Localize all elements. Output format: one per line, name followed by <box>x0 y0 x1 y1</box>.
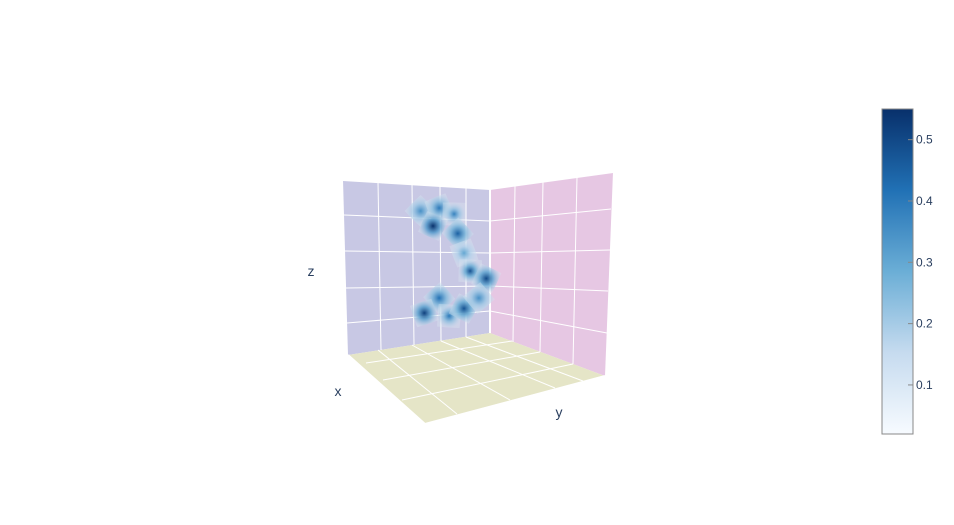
yz-wall <box>490 172 613 376</box>
colorbar-frame <box>881 108 914 435</box>
pane-edges <box>342 171 614 426</box>
scene[interactable]: x y z <box>308 171 614 426</box>
colorbar-tick-label: 0.3 <box>916 255 933 269</box>
z-axis-title: z <box>308 263 315 279</box>
colorbar-tick-label: 0.5 <box>916 133 933 147</box>
volume-blobs <box>404 193 502 329</box>
volume-blob <box>418 211 448 241</box>
colorbar-tick-label: 0.4 <box>916 194 933 208</box>
colorbar[interactable]: 0.1 0.2 0.3 0.4 0.5 <box>881 108 933 435</box>
y-axis-title: y <box>556 404 563 420</box>
colorbar-tick-label: 0.1 <box>916 378 933 392</box>
volume-blob <box>462 282 495 314</box>
colorbar-tick-label: 0.2 <box>916 317 933 331</box>
colorbar-ticks: 0.1 0.2 0.3 0.4 0.5 <box>908 133 933 392</box>
volume-blob <box>410 298 439 328</box>
x-axis-title: x <box>335 383 342 399</box>
